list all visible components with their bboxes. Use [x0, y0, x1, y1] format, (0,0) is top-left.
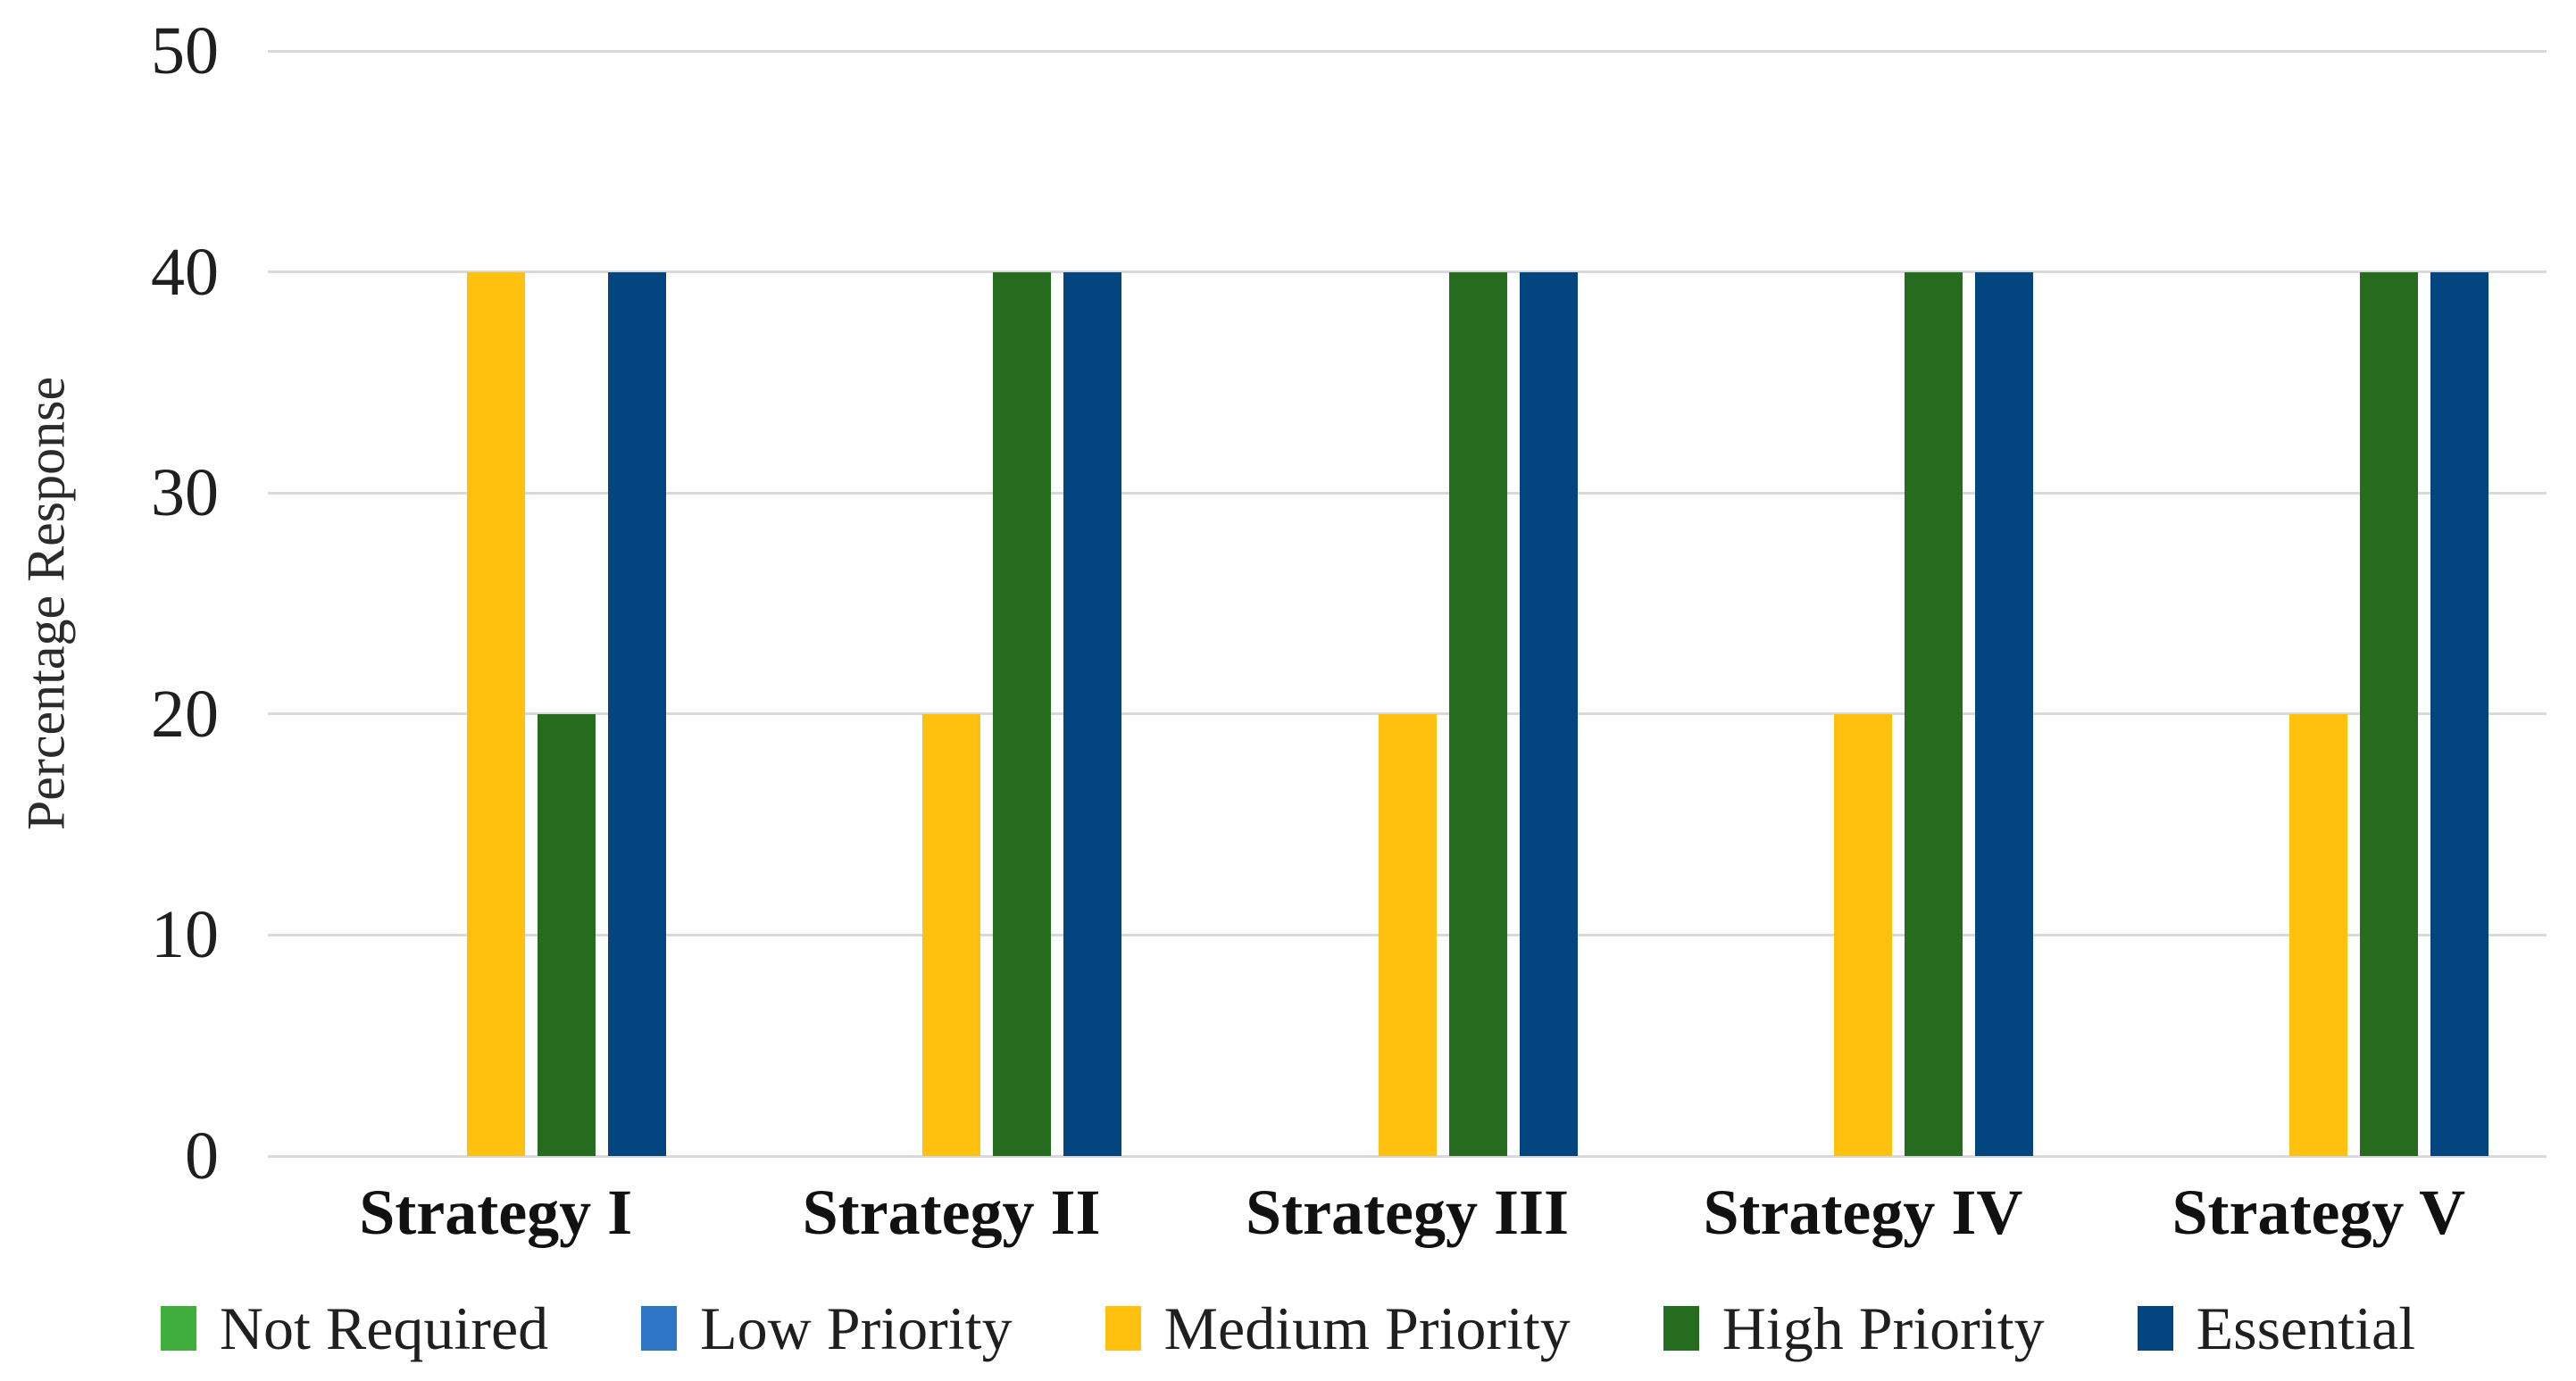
gridline-30 [268, 491, 2547, 495]
bar-medium-priority-5 [2289, 713, 2348, 1156]
y-axis-title: Percentage Response [16, 376, 76, 831]
bar-essential-4 [1974, 271, 2033, 1156]
y-tick-30: 30 [151, 455, 219, 531]
legend-label: Essential [2196, 1294, 2416, 1362]
bar-essential-5 [2430, 271, 2489, 1156]
legend: Not Required Low Priority Medium Priority H… [0, 1284, 2576, 1373]
bar-group-5 [2091, 51, 2547, 1156]
bar-medium-priority-2 [922, 713, 981, 1156]
bar-group-4 [1635, 51, 2090, 1156]
x-label-3: Strategy III [1246, 1177, 1569, 1248]
bar-high-priority-3 [1448, 271, 1507, 1156]
x-label-4: Strategy IV [1703, 1177, 2023, 1248]
legend-swatch-icon [160, 1306, 196, 1351]
legend-item-medium-priority: Medium Priority [1105, 1294, 1571, 1364]
bar-high-priority-5 [2360, 271, 2419, 1156]
legend-label: High Priority [1722, 1294, 2045, 1362]
legend-swatch-icon [1663, 1306, 1699, 1351]
bar-group-1 [268, 51, 723, 1156]
gridline-20 [268, 712, 2547, 716]
y-tick-50: 50 [151, 13, 219, 88]
bar-high-priority-2 [993, 271, 1052, 1156]
legend-item-not-required: Not Required [160, 1294, 549, 1364]
legend-label: Medium Priority [1163, 1294, 1571, 1362]
y-tick-10: 10 [151, 897, 219, 973]
legend-swatch-icon [641, 1306, 678, 1351]
legend-label: Not Required [219, 1294, 549, 1362]
bar-medium-priority-4 [1833, 713, 1892, 1156]
x-label-5: Strategy V [2172, 1177, 2466, 1248]
x-label-2: Strategy II [802, 1177, 1101, 1248]
bar-essential-1 [607, 271, 666, 1156]
y-tick-40: 40 [151, 234, 219, 310]
legend-swatch-icon [2137, 1306, 2173, 1351]
gridline-40 [268, 270, 2547, 274]
bar-high-priority-1 [537, 713, 596, 1156]
bar-essential-2 [1063, 271, 1122, 1156]
bar-group-3 [1180, 51, 1635, 1156]
legend-item-essential: Essential [2137, 1294, 2416, 1364]
legend-item-low-priority: Low Priority [641, 1294, 1013, 1364]
legend-swatch-icon [1105, 1306, 1141, 1351]
bar-high-priority-4 [1904, 271, 1963, 1156]
plot-area [268, 51, 2547, 1156]
x-label-1: Strategy I [359, 1177, 633, 1248]
y-tick-0: 0 [185, 1119, 219, 1194]
legend-item-high-priority: High Priority [1663, 1294, 2045, 1364]
bar-medium-priority-3 [1378, 713, 1437, 1156]
bar-medium-priority-1 [466, 271, 525, 1156]
legend-label: Low Priority [700, 1294, 1013, 1362]
y-tick-20: 20 [151, 676, 219, 752]
x-axis-labels: Strategy I Strategy II Strategy III Strateg… [268, 1168, 2547, 1257]
bar-group-2 [723, 51, 1179, 1156]
gridline-50 [268, 49, 2547, 53]
bar-essential-3 [1519, 271, 1578, 1156]
gridline-0 [268, 1154, 2547, 1158]
